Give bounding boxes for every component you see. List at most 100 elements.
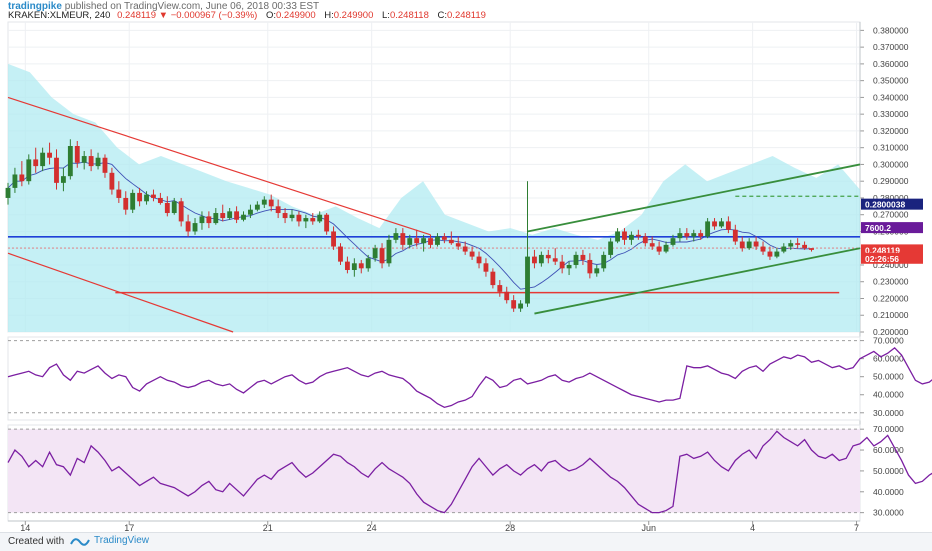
candle-body: [615, 231, 620, 242]
candle-body: [705, 221, 711, 237]
candle-body: [137, 192, 143, 202]
trend-line: [7, 252, 234, 333]
candle-body: [303, 218, 309, 222]
candle-body: [809, 248, 814, 250]
candle-body: [192, 223, 198, 232]
candle-body: [5, 187, 11, 198]
high-label: H:: [324, 10, 334, 21]
y-tick-label: 60.0000: [873, 354, 904, 364]
y-tick-label: 0.280000: [873, 193, 909, 203]
candle-body: [40, 152, 46, 167]
candle-body: [594, 268, 600, 274]
candle-body: [518, 303, 524, 309]
symbol-name[interactable]: KRAKEN:XLMEUR, 240: [8, 10, 111, 21]
candle-body: [310, 218, 316, 222]
y-tick-label: 0.240000: [873, 260, 909, 270]
price-label: 02:26:56: [865, 254, 899, 264]
trend-line: [527, 163, 861, 233]
candle-body: [261, 199, 267, 205]
candle-body: [448, 239, 454, 244]
candle-body: [130, 192, 136, 210]
candle-body: [220, 213, 226, 219]
high-value: 0.249900: [333, 10, 374, 21]
candle-body: [746, 241, 752, 249]
candle-body: [414, 238, 420, 244]
candle-body: [365, 258, 371, 269]
candle-body: [712, 221, 717, 227]
candle-body: [282, 213, 288, 219]
down-arrow-icon: ▼: [158, 10, 169, 21]
footer-bar: Created with TradingView: [0, 532, 932, 551]
candle-body: [795, 243, 801, 245]
candle-body: [164, 202, 170, 214]
candle-body: [670, 238, 676, 245]
candle-body: [289, 214, 295, 219]
candle-body: [552, 258, 558, 262]
candle-body: [725, 221, 731, 230]
candle-body: [559, 261, 565, 269]
candle-body: [60, 176, 66, 183]
candle-body: [566, 264, 572, 269]
y-tick-label: 0.370000: [873, 42, 909, 52]
candle-body: [538, 254, 544, 264]
tradingview-logo-icon: [70, 538, 90, 546]
rsi-band: [8, 429, 860, 513]
candle-body: [781, 246, 787, 252]
price-label-bg: [861, 244, 923, 256]
candle-body: [33, 159, 39, 167]
candle-body: [109, 172, 115, 190]
candle-body: [213, 213, 219, 224]
y-tick-label: 0.220000: [873, 293, 909, 303]
y-tick-label: 0.360000: [873, 59, 909, 69]
candle-body: [324, 214, 330, 232]
candle-body: [684, 233, 690, 237]
candle-body: [254, 204, 260, 210]
y-tick-label: 50.0000: [873, 466, 904, 476]
candle-body: [504, 291, 510, 301]
trend-line: [7, 96, 431, 236]
tradingview-brand[interactable]: TradingView: [94, 535, 150, 546]
y-tick-label: 40.0000: [873, 487, 904, 497]
candle-body: [622, 231, 627, 240]
candle-body: [248, 209, 253, 215]
candle-body: [199, 216, 205, 224]
candle-body: [234, 211, 240, 220]
candle-body: [338, 246, 343, 262]
author-name[interactable]: tradingpike: [8, 1, 62, 12]
low-value: 0.248118: [389, 10, 429, 21]
publish-text: published on TradingView.com, June 06, 2…: [64, 1, 320, 12]
candle-body: [19, 174, 25, 182]
candle-body: [407, 238, 413, 245]
candle-body: [372, 248, 378, 259]
candle-body: [469, 251, 475, 257]
candle-body: [227, 211, 233, 219]
pane-background: [7, 336, 861, 421]
y-tick-label: 0.270000: [873, 210, 909, 220]
candle-body: [379, 248, 385, 264]
rsi-line: [7, 346, 932, 409]
candle-body: [428, 238, 433, 245]
candle-body: [580, 254, 586, 260]
x-tick-label: 21: [263, 523, 273, 533]
candle-body: [462, 246, 468, 252]
candle-body: [331, 231, 336, 247]
publish-info: tradingpike published on TradingView.com…: [8, 1, 319, 12]
candle-body: [144, 194, 149, 202]
candle-body: [116, 189, 122, 198]
y-tick-label: 70.0000: [873, 336, 904, 346]
candle-body: [767, 251, 773, 257]
candle-body: [67, 146, 73, 177]
y-tick-label: 30.0000: [873, 408, 904, 418]
candle-body: [774, 251, 780, 257]
candle-body: [171, 201, 177, 214]
candle-body: [573, 254, 579, 265]
candle-body: [628, 234, 634, 240]
candle-body: [81, 156, 87, 163]
candle-body: [719, 221, 724, 227]
close-label: C:: [437, 10, 448, 21]
last-price: 0.248119: [117, 10, 156, 21]
y-tick-label: 0.310000: [873, 143, 909, 153]
candle-body: [358, 263, 364, 269]
candle-body: [74, 146, 80, 163]
